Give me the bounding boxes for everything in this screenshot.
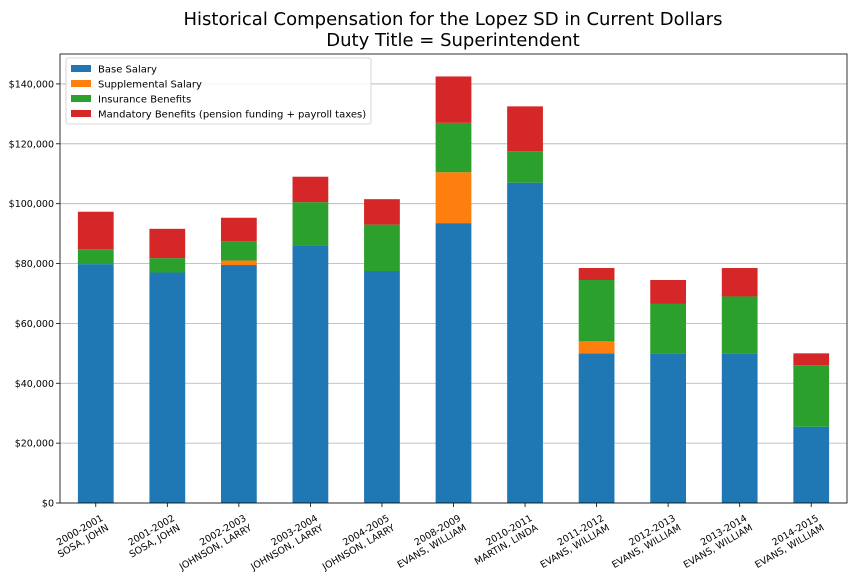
y-tick-label: $80,000 (15, 259, 54, 270)
bar-segment (220, 260, 257, 266)
bar-segment (77, 249, 114, 265)
bar-segment (77, 211, 114, 250)
bar-segment (435, 122, 472, 173)
bar-segment (435, 172, 472, 224)
legend-label: Supplemental Salary (98, 80, 202, 91)
bar-segment (149, 228, 186, 259)
bar-segment (721, 353, 758, 503)
legend-swatch (71, 110, 91, 117)
bar-segment (435, 223, 472, 503)
y-tick-label: $120,000 (9, 139, 54, 150)
bar-segment (149, 258, 186, 273)
bar-segment (292, 245, 329, 503)
bar-segment (435, 76, 472, 123)
chart-title-line-1: Historical Compensation for the Lopez SD… (184, 9, 723, 30)
bar-segment (650, 279, 687, 304)
legend-swatch (71, 65, 91, 72)
bar-segment (650, 303, 687, 354)
legend-label: Base Salary (98, 65, 157, 76)
bar-segment (220, 265, 257, 503)
bar-segment (507, 151, 543, 183)
bar-segment (793, 426, 830, 503)
y-tick-label: $20,000 (15, 439, 54, 450)
bar-segment (220, 241, 257, 261)
legend-label: Insurance Benefits (98, 95, 191, 106)
legend-swatch (71, 95, 91, 102)
chart-title-line-2: Duty Title = Superintendent (326, 30, 579, 51)
legend-box (65, 57, 372, 125)
legend-label: Mandatory Benefits (pension funding + pa… (98, 110, 366, 121)
y-tick-label: $60,000 (15, 319, 54, 330)
bar-segment (507, 182, 543, 504)
bar-segment (793, 353, 830, 366)
bar-segment (77, 264, 114, 503)
bar-segment (220, 217, 257, 242)
bar-segment (292, 176, 329, 203)
bar-segment (721, 296, 758, 354)
axes: $0 $20,000 $40,000 $60,000 $80,000 $100,000 $1… (9, 53, 848, 573)
bar-segment (578, 353, 615, 503)
y-tick-label: $0 (42, 499, 54, 510)
plot-frame (59, 53, 848, 504)
legend: Base Salary Supplemental Salary Insurance … (65, 57, 372, 125)
bar-segment (149, 272, 186, 503)
y-tick-label: $100,000 (9, 199, 54, 210)
bar-segment (578, 341, 615, 354)
y-tick-label: $40,000 (15, 379, 54, 390)
bars (77, 76, 830, 504)
legend-swatch (71, 80, 91, 87)
y-tick-label: $140,000 (9, 79, 54, 90)
bar-segment (578, 268, 615, 280)
bar-segment (793, 365, 830, 427)
bar-segment (578, 279, 615, 342)
bar-segment (721, 268, 758, 297)
bar-segment (650, 353, 687, 503)
bar-segment (507, 106, 543, 152)
bar-segment (292, 202, 329, 246)
bar-segment (364, 271, 400, 503)
bar-segment (364, 199, 400, 225)
bar-segment (364, 224, 400, 272)
